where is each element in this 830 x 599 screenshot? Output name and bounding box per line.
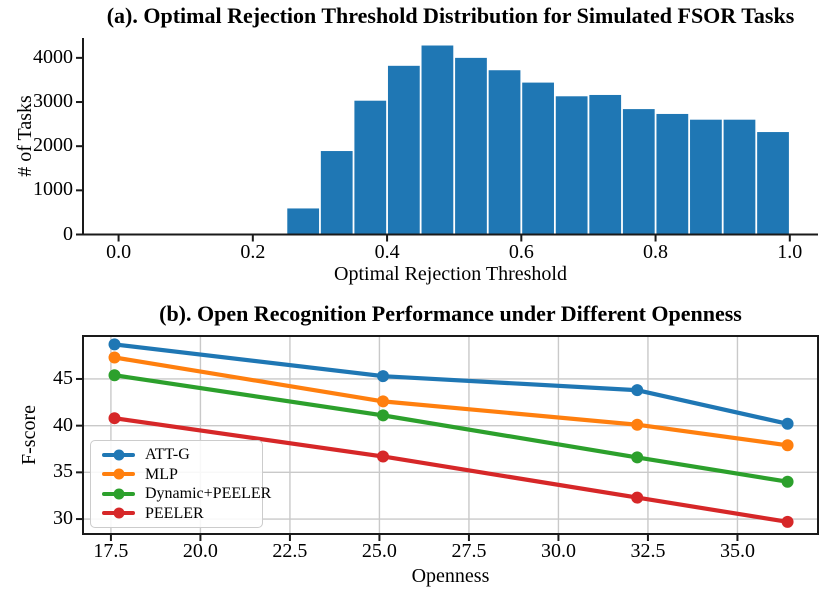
chart-b-x-axis-label: Openness: [411, 565, 490, 587]
histogram-bar: [387, 65, 420, 235]
legend-line-marker-icon: [102, 468, 135, 480]
chart-b-frame: [82, 335, 819, 535]
legend-dot-icon: [113, 488, 124, 500]
chart-a-y-tick-label: 1000: [33, 178, 73, 201]
data-point-peeler: [781, 515, 794, 528]
histogram-bar: [320, 151, 353, 235]
histogram-bar: [354, 100, 387, 235]
chart-b-y-tick-label: 35: [53, 460, 73, 483]
legend-item: MLP: [102, 466, 258, 483]
data-point-mlp: [377, 395, 390, 408]
legend-item: PEELER: [102, 505, 258, 522]
chart-a-title: (a). Optimal Rejection Threshold Distrib…: [106, 3, 795, 28]
chart-a-x-tick-label: 0.4: [374, 241, 400, 263]
chart-a-y-tick-label: 0: [63, 222, 73, 245]
chart-b-y-axis-label: F-score: [18, 405, 40, 465]
histogram-bar: [555, 96, 588, 235]
series-line-mlp: [112, 355, 790, 448]
data-point-dynamic+peeler: [631, 451, 644, 464]
legend-line-marker-icon: [102, 449, 135, 461]
histogram-bar: [723, 119, 756, 235]
legend-item: ATT-G: [102, 446, 258, 463]
data-point-mlp: [108, 351, 121, 364]
data-point-dynamic+peeler: [377, 409, 390, 422]
legend-label: MLP: [145, 465, 178, 483]
data-point-mlp: [631, 418, 644, 431]
histogram-bar: [757, 132, 789, 235]
data-point-peeler: [377, 450, 390, 463]
series-line-dynamic+peeler: [112, 373, 790, 484]
chart-b-x-tick-label: 25.0: [361, 540, 397, 562]
chart-a-x-tick-label: 1.0: [777, 241, 803, 263]
legend-label: Dynamic+PEELER: [145, 485, 272, 503]
chart-b-x-tick-label: 27.5: [451, 540, 487, 562]
legend-line-marker-icon: [102, 488, 135, 500]
chart-a-y-tick-label: 4000: [33, 45, 73, 68]
data-point-att-g: [108, 338, 121, 351]
chart-a-y-tick-label: 2000: [33, 134, 73, 157]
chart-a-y-tick-label: 3000: [33, 90, 73, 113]
data-point-mlp: [781, 439, 794, 452]
legend-dot-icon: [113, 449, 124, 461]
chart-b-x-tick-label: 20.0: [182, 540, 218, 562]
chart-b-y-tick-label: 45: [53, 366, 73, 389]
histogram-bar: [690, 119, 722, 235]
histogram-bar: [455, 57, 487, 235]
histogram-bar: [656, 113, 689, 235]
chart-b-title: (b). Open Recognition Performance under …: [159, 301, 742, 326]
chart-a-x-tick-label: 0.0: [106, 241, 132, 263]
chart-b-y-tick-label: 40: [53, 413, 73, 436]
data-point-att-g: [631, 384, 644, 397]
chart-b-x-tick-label: 35.0: [719, 540, 755, 562]
legend: ATT-G MLP Dynamic+PEELER PEELER: [90, 440, 271, 528]
data-point-dynamic+peeler: [781, 475, 794, 488]
data-point-att-g: [781, 417, 794, 430]
histogram-bar: [522, 82, 554, 235]
legend-dot-icon: [113, 507, 124, 519]
histogram-bar: [488, 70, 521, 235]
legend-dot-icon: [113, 468, 124, 480]
series-line-att-g: [112, 342, 790, 426]
histogram-bar: [622, 109, 655, 235]
data-point-peeler: [108, 412, 121, 425]
legend-label: ATT-G: [145, 446, 190, 464]
chart-a-x-tick-label: 0.2: [240, 241, 266, 263]
data-point-peeler: [631, 491, 644, 504]
chart-a-x-tick-label: 0.8: [643, 241, 669, 263]
legend-item: Dynamic+PEELER: [102, 485, 271, 502]
chart-a-x-tick-label: 0.6: [508, 241, 534, 263]
chart-b-x-tick-label: 32.5: [630, 540, 666, 562]
chart-b-y-tick-label: 30: [53, 507, 73, 530]
chart-b-x-tick-label: 30.0: [540, 540, 576, 562]
histogram-bar: [589, 94, 622, 235]
chart-b-x-tick-label: 17.5: [93, 540, 129, 562]
data-point-dynamic+peeler: [108, 369, 121, 382]
legend-label: PEELER: [145, 504, 204, 522]
histogram-bar: [421, 45, 454, 235]
chart-b-x-tick-label: 22.5: [272, 540, 308, 562]
chart-a-x-axis-label: Optimal Rejection Threshold: [334, 263, 567, 285]
data-point-att-g: [377, 370, 390, 383]
histogram-bar: [287, 208, 320, 235]
series-line-peeler: [112, 416, 790, 524]
legend-line-marker-icon: [102, 507, 135, 519]
